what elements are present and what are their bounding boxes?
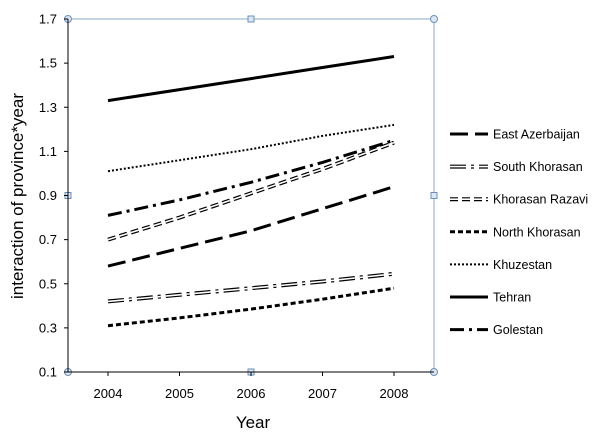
resize-handle[interactable] bbox=[430, 15, 438, 23]
y-axis-title: interaction of province*year bbox=[8, 93, 27, 299]
legend-label: Golestan bbox=[493, 323, 543, 337]
x-axis-title: Year bbox=[236, 413, 271, 432]
y-tick-label: 0.5 bbox=[39, 276, 57, 291]
legend-item-tehran: Tehran bbox=[450, 291, 531, 305]
legend-item-golestan: Golestan bbox=[450, 323, 543, 337]
legend-item-south-khorasan: South Khorasan bbox=[450, 160, 583, 174]
legend-label: Tehran bbox=[493, 291, 531, 305]
legend-label: East Azerbaijan bbox=[493, 128, 580, 142]
chart-selection-frame[interactable] bbox=[67, 18, 435, 373]
legend-label: North Khorasan bbox=[493, 225, 581, 239]
legend-item-east-azerbaijan: East Azerbaijan bbox=[450, 128, 580, 142]
x-tick-label: 2005 bbox=[165, 386, 194, 401]
series-lines bbox=[107, 55, 395, 328]
y-tick-label: 0.1 bbox=[39, 365, 57, 380]
y-tick-labels: 0.1 0.3 0.5 0.7 0.9 1.1 1.3 1.5 1.7 bbox=[39, 12, 57, 380]
resize-handle[interactable] bbox=[247, 15, 255, 23]
legend-item-khuzestan: Khuzestan bbox=[450, 258, 552, 272]
y-tick-label: 0.7 bbox=[39, 232, 57, 247]
x-tick-label: 2008 bbox=[380, 386, 409, 401]
y-tick-label: 1.3 bbox=[39, 100, 57, 115]
y-tick-label: 1.7 bbox=[39, 12, 57, 27]
legend-label: Khuzestan bbox=[493, 258, 552, 272]
series-line-north-khorasan bbox=[107, 286, 395, 328]
series-line-golestan bbox=[107, 138, 395, 217]
resize-handle[interactable] bbox=[430, 192, 438, 199]
y-tick-label: 0.9 bbox=[39, 188, 57, 203]
selection-handles[interactable] bbox=[64, 15, 438, 376]
legend-item-khorasan-razavi: Khorasan Razavi bbox=[450, 193, 588, 207]
legend-label: Khorasan Razavi bbox=[493, 193, 588, 207]
series-line-khuzestan bbox=[107, 123, 395, 173]
legend-label: South Khorasan bbox=[493, 160, 583, 174]
x-tick-label: 2007 bbox=[308, 386, 337, 401]
x-tick-labels: 2004 2005 2006 2007 2008 bbox=[94, 386, 409, 401]
y-tick-label: 1.5 bbox=[39, 56, 57, 71]
series-line-east-azerbaijan bbox=[107, 185, 395, 268]
series-line-south-khorasan bbox=[107, 271, 395, 304]
axes bbox=[64, 18, 434, 376]
x-tick-label: 2004 bbox=[94, 386, 123, 401]
series-line-tehran bbox=[107, 55, 395, 103]
legend-item-north-khorasan: North Khorasan bbox=[450, 225, 581, 239]
series-line-khorasan-razavi bbox=[107, 140, 395, 242]
x-tick-label: 2006 bbox=[237, 386, 266, 401]
y-tick-label: 0.3 bbox=[39, 320, 57, 335]
legend: East Azerbaijan South Khorasan Khorasan Ra… bbox=[450, 128, 588, 337]
y-tick-label: 1.1 bbox=[39, 144, 57, 159]
